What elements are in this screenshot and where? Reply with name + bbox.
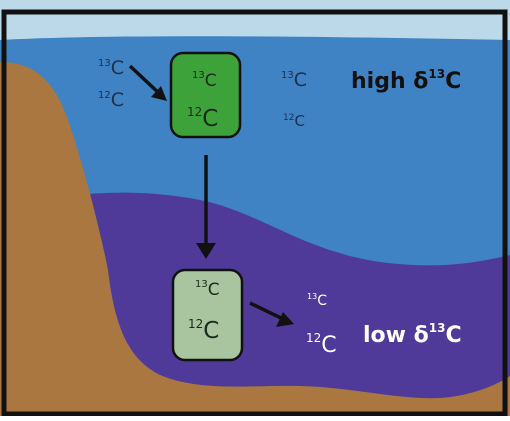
deep-box-13c: 13C [195,279,220,300]
deep-12c-right: 12C [306,331,337,358]
isotope-13c-left: 13C [98,57,124,79]
isotope-12c-left: 12C [98,89,124,111]
deep-box-12c: 12C [188,317,219,344]
isotope-13c-right: 13C [281,69,307,91]
deep-organism-box [171,268,244,362]
surface-box-12c: 12C [187,105,218,132]
frame [1,9,508,417]
deep-13c-right: 13C [307,292,327,309]
release-arrowhead [276,312,294,327]
sediment [0,62,510,416]
isotope-12c-right: 12C [283,112,305,130]
surface-organism-box [169,51,242,139]
release-arrow [249,301,286,322]
surface-box-13c: 13C [192,70,217,91]
uptake-arrowhead [151,86,167,101]
sinking-arrowhead [196,243,216,259]
low-delta-label: low δ13C [363,321,462,348]
high-delta-label: high δ13C [351,67,461,94]
